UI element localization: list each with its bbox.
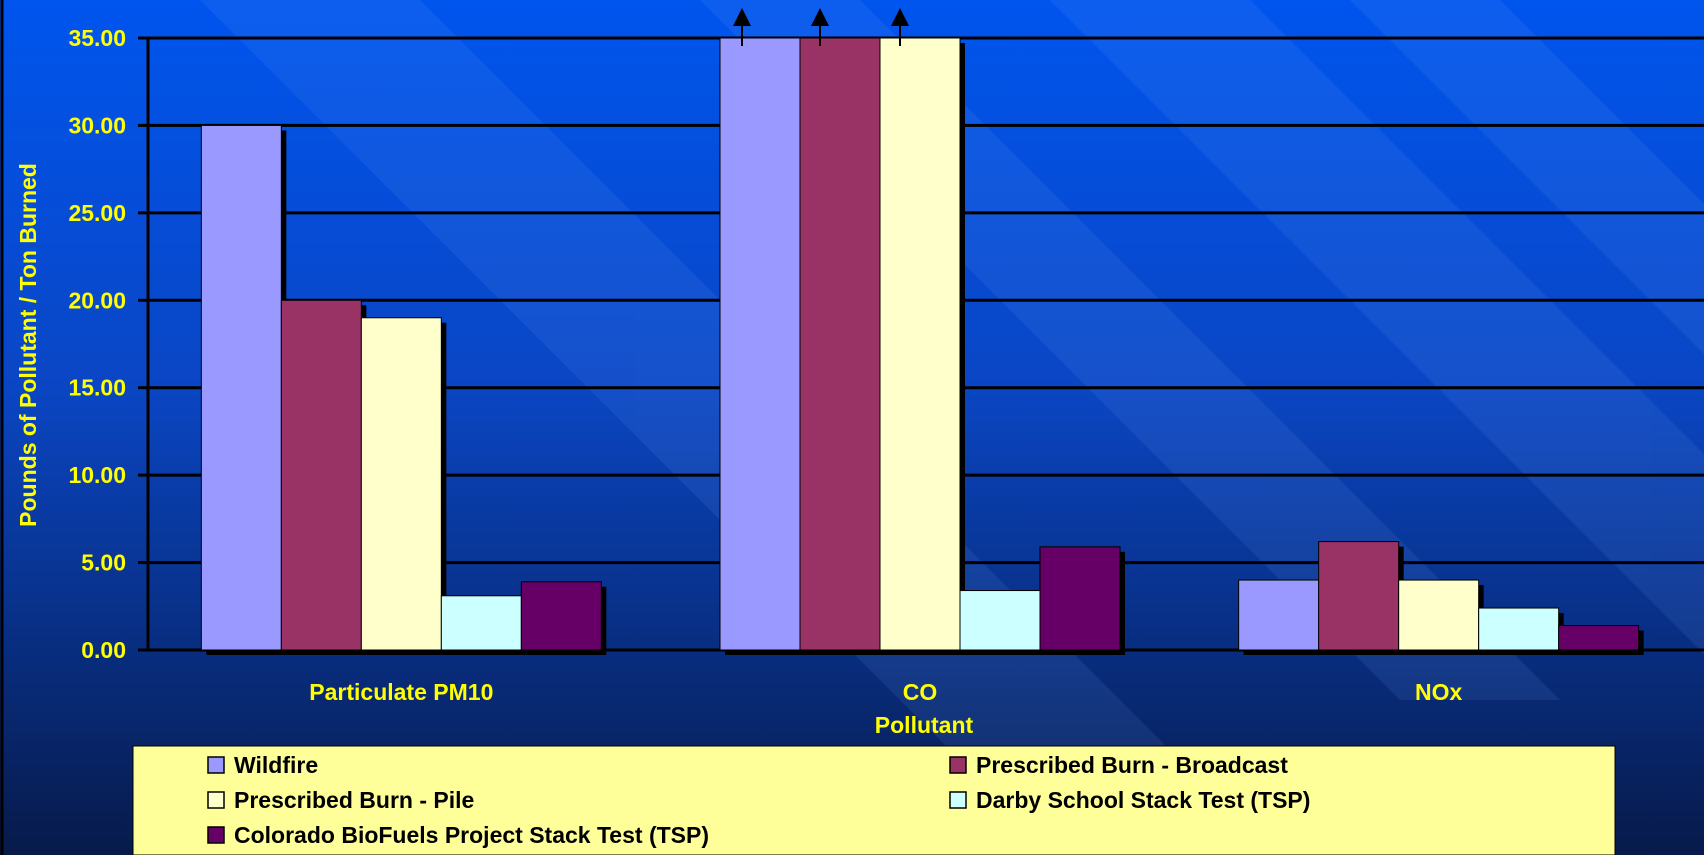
x-category-label: Particulate PM10 (309, 679, 493, 705)
bar (1478, 607, 1560, 651)
y-tick-label: 25.00 (68, 200, 126, 226)
bar (1039, 546, 1121, 651)
bar (1318, 541, 1400, 651)
legend-label: Prescribed Burn - Pile (234, 787, 474, 813)
legend-label: Wildfire (234, 752, 318, 778)
y-tick-label: 30.00 (68, 112, 126, 138)
y-tick-label: 0.00 (81, 637, 126, 663)
x-category-label: CO (903, 679, 938, 705)
x-axis-title: Pollutant (875, 712, 974, 738)
legend-swatch (207, 756, 225, 774)
off-scale-arrow-head (891, 8, 909, 26)
bar (440, 595, 522, 651)
legend: Wildfire Prescribed Burn - Broadcast Presc… (132, 745, 1616, 856)
y-tick-label: 15.00 (68, 375, 126, 401)
off-scale-arrow-head (811, 8, 829, 26)
bar (879, 37, 961, 651)
legend-label: Prescribed Burn - Broadcast (976, 752, 1288, 778)
legend-swatch (949, 756, 967, 774)
y-tick-label: 10.00 (68, 462, 126, 488)
bar (1398, 579, 1480, 651)
bar (360, 317, 442, 651)
bar (1558, 625, 1640, 651)
bars (200, 37, 1644, 655)
bar (959, 590, 1041, 651)
y-tick-label: 20.00 (68, 287, 126, 313)
off-scale-arrows (733, 8, 909, 46)
legend-swatch (207, 826, 225, 844)
legend-label: Darby School Stack Test (TSP) (976, 787, 1310, 813)
legend-box (132, 745, 1616, 856)
y-axis-title: Pounds of Pollutant / Ton Burned (15, 163, 41, 527)
bar (520, 581, 602, 651)
legend-label: Colorado BioFuels Project Stack Test (TS… (234, 822, 709, 848)
x-category-label: NOx (1415, 679, 1463, 705)
bar (280, 299, 362, 651)
y-tick-label: 5.00 (81, 550, 126, 576)
y-tick-label: 35.00 (68, 25, 126, 51)
bar (719, 37, 801, 651)
y-tick-labels: 0.00 5.00 10.00 15.00 20.00 25.00 30.00 35.00 (68, 25, 126, 663)
x-category-labels: Particulate PM10 CO NOx (309, 679, 1462, 705)
bar (799, 37, 881, 651)
legend-swatch (207, 791, 225, 809)
bar (200, 124, 282, 651)
legend-swatch (949, 791, 967, 809)
off-scale-arrow-head (733, 8, 751, 26)
bar (1238, 579, 1320, 651)
